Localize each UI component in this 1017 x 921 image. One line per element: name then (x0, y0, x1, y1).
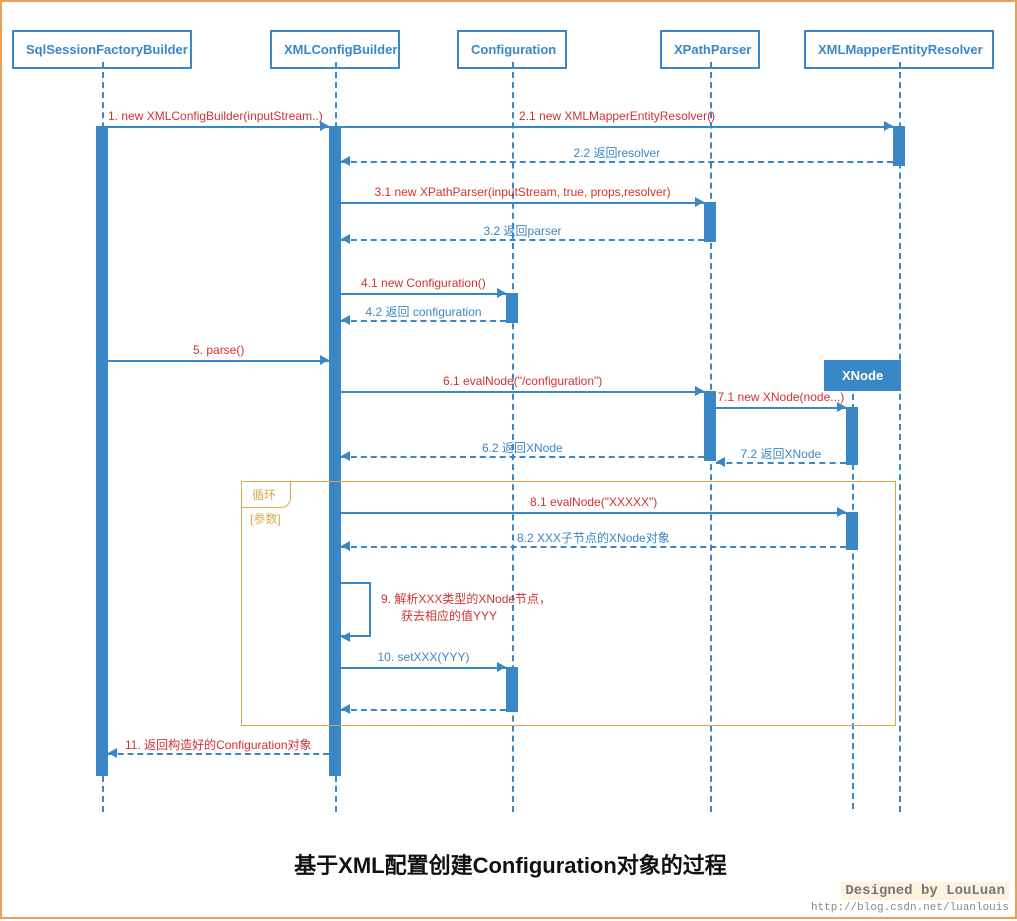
loop-label: 循环 (241, 481, 291, 508)
msg-label-31: 3.1 new XPathParser(inputStream, true, p… (375, 185, 671, 199)
msg-label-32: 3.2 返回parser (484, 222, 562, 239)
lifeline-p5 (899, 62, 901, 812)
msg-label-11: 11. 返回构造好的Configuration对象 (125, 736, 312, 753)
activation-5 (704, 391, 716, 461)
msg-line-31 (341, 202, 704, 204)
msg-line-102 (341, 709, 506, 711)
msg-label-22: 2.2 返回resolver (574, 144, 661, 161)
msg-line-21 (341, 126, 893, 128)
activation-0 (96, 126, 108, 776)
msg-line-82 (341, 546, 846, 548)
self-msg-9 (341, 582, 371, 637)
footer-url: http://blog.csdn.net/luanlouis (811, 902, 1009, 914)
msg-line-11 (108, 753, 329, 755)
msg-line-81 (341, 512, 846, 514)
loop-frame (241, 481, 896, 726)
msg-line-62 (341, 456, 704, 458)
participant-xnode: XNode (824, 360, 901, 391)
msg-line-5 (108, 360, 329, 362)
activation-4 (506, 293, 518, 323)
diagram-container: SqlSessionFactoryBuilderXMLConfigBuilder… (0, 0, 1017, 919)
msg-line-32 (341, 239, 704, 241)
sequence-diagram: SqlSessionFactoryBuilderXMLConfigBuilder… (2, 2, 1017, 921)
msg-label-10: 10. setXXX(YYY) (378, 650, 470, 664)
diagram-title: 基于XML配置创建Configuration对象的过程 (2, 848, 1017, 880)
msg-line-71 (716, 407, 846, 409)
msg-line-72 (716, 462, 846, 464)
msg-line-41 (341, 293, 506, 295)
msg-label-9: 9. 解析XXX类型的XNode节点， 获去相应的值YYY (381, 590, 551, 624)
loop-condition: [参数] (250, 510, 281, 527)
msg-label-71: 7.1 new XNode(node...) (718, 390, 845, 404)
msg-label-82: 8.2 XXX子节点的XNode对象 (517, 529, 670, 546)
msg-line-22 (341, 161, 893, 163)
footer-author: Designed by LouLuan (841, 882, 1009, 900)
msg-line-10 (341, 667, 506, 669)
msg-line-61 (341, 391, 704, 393)
activation-3 (704, 202, 716, 242)
msg-label-72: 7.2 返回XNode (741, 445, 822, 462)
msg-label-41: 4.1 new Configuration() (361, 276, 486, 290)
msg-label-5: 5. parse() (193, 343, 244, 357)
msg-label-62: 6.2 返回XNode (482, 439, 563, 456)
msg-label-1: 1. new XMLConfigBuilder(inputStream..) (108, 109, 323, 123)
activation-2 (893, 126, 905, 166)
msg-label-21: 2.1 new XMLMapperEntityResolver() (519, 109, 715, 123)
msg-label-61: 6.1 evalNode("/configuration") (443, 374, 602, 388)
msg-line-42 (341, 320, 506, 322)
msg-label-81: 8.1 evalNode("XXXXX") (530, 495, 657, 509)
msg-label-42: 4.2 返回 configuration (366, 303, 482, 320)
msg-line-1 (102, 126, 329, 128)
